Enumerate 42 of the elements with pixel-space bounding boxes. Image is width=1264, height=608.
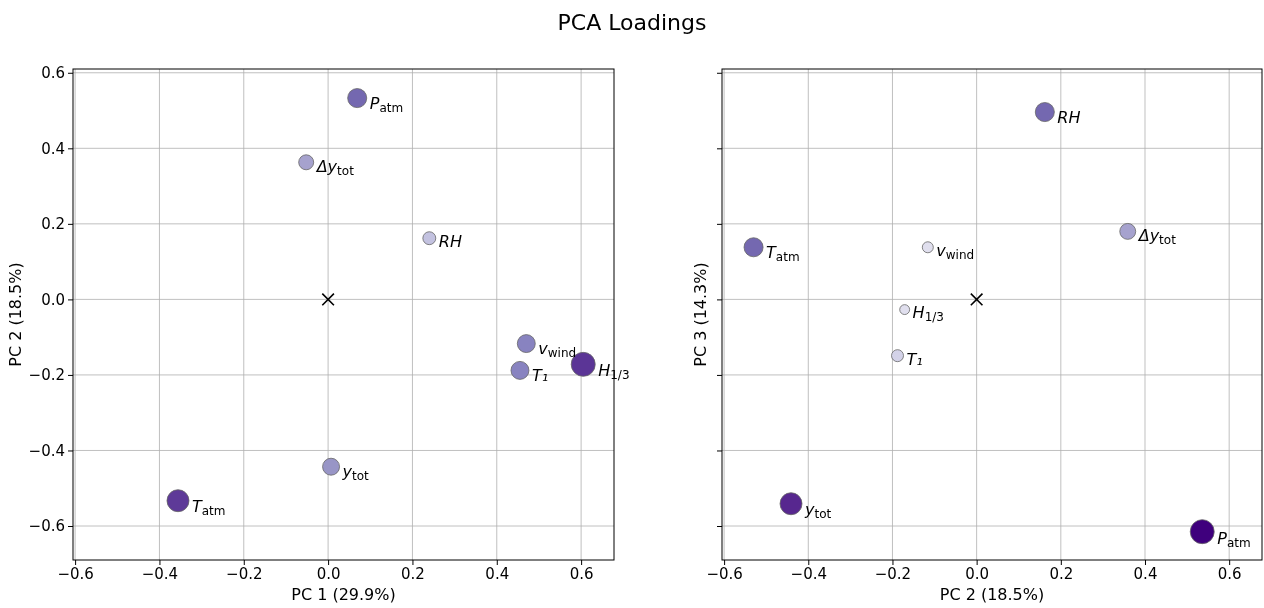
annotation: H$_{1/3}$ xyxy=(912,303,944,325)
x-tick-label: 0.2 xyxy=(1049,564,1074,583)
x-tick-label: −0.4 xyxy=(790,564,827,583)
x-tick-label: 0.0 xyxy=(316,564,341,583)
y-tick-label: −0.6 xyxy=(28,517,65,536)
annotation: T₁ xyxy=(531,365,549,385)
x-tick-label: −0.2 xyxy=(874,564,912,583)
x-tick-label: 0.0 xyxy=(965,564,990,583)
x-tick-label: −0.6 xyxy=(706,564,743,583)
annotation: Δy$_{tot}$ xyxy=(1136,226,1177,248)
annotation: Δy$_{tot}$ xyxy=(314,157,355,179)
annotation: T$_{atm}$ xyxy=(191,497,226,519)
y-tick-label: 0.0 xyxy=(41,290,65,309)
annotation: RH xyxy=(1057,107,1081,127)
x-axis-title: PC 2 (18.5%) xyxy=(939,585,1045,604)
y-axis-title: PC 3 (14.3%) xyxy=(691,262,710,367)
x-tick-label: 0.4 xyxy=(1133,564,1158,583)
annotation: H$_{1/3}$ xyxy=(598,361,630,383)
y-tick-label: 0.2 xyxy=(41,215,65,234)
chart-title: PCA Loadings xyxy=(557,10,707,35)
x-tick-label: 0.6 xyxy=(569,564,594,583)
x-tick-label: −0.2 xyxy=(226,564,263,583)
x-tick-label: −0.4 xyxy=(141,564,179,583)
annotation: P$_{atm}$ xyxy=(369,93,404,115)
y-tick-label: 0.4 xyxy=(41,139,65,158)
x-tick-label: 0.6 xyxy=(1217,564,1242,583)
annotation: y$_{tot}$ xyxy=(341,461,370,483)
annotation: P$_{atm}$ xyxy=(1217,528,1251,550)
annotation: y$_{tot}$ xyxy=(804,500,832,522)
annotation: RH xyxy=(438,232,462,252)
y-axis-title: PC 2 (18.5%) xyxy=(6,262,25,367)
x-tick-label: −0.6 xyxy=(57,564,94,583)
y-tick-label: 0.6 xyxy=(41,64,65,83)
annotation: v$_{wind}$ xyxy=(538,339,577,361)
x-tick-label: 0.2 xyxy=(401,564,425,583)
annotation: v$_{wind}$ xyxy=(936,241,975,263)
annotation: T₁ xyxy=(906,349,923,369)
y-tick-label: −0.4 xyxy=(28,441,65,460)
x-axis-title: PC 1 (29.9%) xyxy=(291,585,396,604)
y-tick-label: −0.2 xyxy=(28,366,65,385)
annotation: T$_{atm}$ xyxy=(766,243,800,265)
x-tick-label: 0.4 xyxy=(485,564,510,583)
